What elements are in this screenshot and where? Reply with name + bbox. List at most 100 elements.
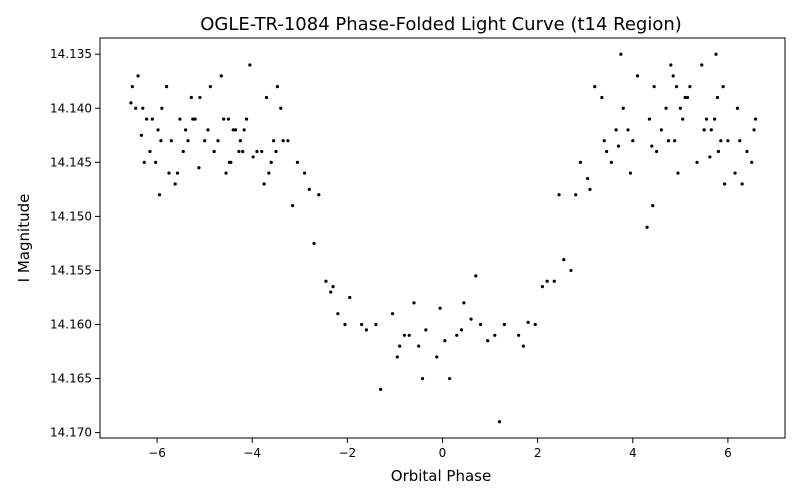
data-point xyxy=(681,117,685,121)
data-point xyxy=(462,301,466,305)
x-tick-label: 2 xyxy=(534,446,542,460)
data-point xyxy=(286,139,290,143)
data-point xyxy=(645,225,649,229)
data-point xyxy=(716,149,721,154)
data-point xyxy=(721,85,725,89)
data-point xyxy=(502,322,506,327)
data-point xyxy=(224,171,228,175)
data-point xyxy=(654,149,659,154)
data-point xyxy=(212,149,216,154)
data-point xyxy=(455,333,459,337)
data-point xyxy=(562,258,566,262)
y-tick-label: 14.165 xyxy=(50,372,92,386)
x-tick-label: 4 xyxy=(629,446,637,460)
data-point xyxy=(272,139,276,143)
data-point xyxy=(198,95,202,100)
data-point xyxy=(715,95,720,100)
data-point xyxy=(574,193,578,197)
data-point xyxy=(233,128,238,132)
data-point xyxy=(329,290,333,294)
data-point xyxy=(231,128,235,132)
data-point xyxy=(676,171,680,175)
data-points xyxy=(129,52,758,424)
data-point xyxy=(619,52,623,56)
data-point xyxy=(448,376,452,381)
data-point xyxy=(136,74,140,78)
data-point xyxy=(745,149,749,154)
data-point xyxy=(260,149,264,154)
data-point xyxy=(616,144,621,148)
data-point xyxy=(317,193,321,197)
data-point xyxy=(208,85,212,89)
data-point xyxy=(269,160,273,164)
y-tick-label: 14.150 xyxy=(50,209,92,223)
data-point xyxy=(379,387,383,391)
data-point xyxy=(738,139,742,143)
data-point xyxy=(364,328,368,332)
data-point xyxy=(206,128,210,132)
data-point xyxy=(674,85,679,89)
y-tick-label: 14.170 xyxy=(50,426,92,440)
data-point xyxy=(443,339,447,343)
data-point xyxy=(424,328,428,332)
data-point xyxy=(222,117,226,121)
data-point xyxy=(474,274,478,278)
data-point xyxy=(175,171,180,175)
data-point xyxy=(673,139,677,143)
data-point xyxy=(203,139,207,143)
data-point xyxy=(578,160,583,164)
data-point xyxy=(435,355,439,359)
data-point xyxy=(459,328,464,332)
data-point xyxy=(186,139,190,143)
y-tick-label: 14.160 xyxy=(50,317,92,331)
data-point xyxy=(307,187,311,191)
data-point xyxy=(600,95,604,100)
data-point xyxy=(417,344,421,348)
data-point xyxy=(683,95,687,100)
data-point xyxy=(685,95,690,100)
data-point xyxy=(241,149,245,154)
data-point xyxy=(156,128,160,132)
data-point xyxy=(412,301,416,305)
data-point xyxy=(216,139,220,143)
data-point xyxy=(407,333,411,337)
data-point xyxy=(343,322,347,327)
data-point xyxy=(438,306,442,310)
y-tick-label: 14.135 xyxy=(50,47,92,61)
y-tick-label: 14.145 xyxy=(50,155,92,169)
data-point xyxy=(540,285,544,289)
data-point xyxy=(279,106,283,110)
data-point xyxy=(695,160,699,164)
data-point xyxy=(533,322,537,327)
data-point xyxy=(267,171,271,175)
data-point xyxy=(291,203,295,208)
data-point xyxy=(193,117,197,121)
data-point xyxy=(614,128,618,132)
data-point xyxy=(420,376,425,381)
data-point xyxy=(281,139,285,143)
data-point xyxy=(159,139,163,143)
data-point xyxy=(219,74,223,78)
data-point xyxy=(712,117,717,121)
data-point xyxy=(652,85,656,89)
data-point xyxy=(167,171,171,175)
data-point xyxy=(251,155,255,159)
data-point xyxy=(189,95,193,100)
data-point xyxy=(585,176,590,181)
data-point xyxy=(157,193,162,197)
data-point xyxy=(569,268,573,273)
data-point xyxy=(145,117,149,121)
data-point xyxy=(238,139,242,143)
data-point xyxy=(605,149,609,154)
y-tick-label: 14.140 xyxy=(50,101,92,115)
data-point xyxy=(517,333,521,337)
data-point xyxy=(708,155,712,159)
data-point xyxy=(390,312,395,316)
x-tick-label: 0 xyxy=(439,446,447,460)
data-point xyxy=(628,171,632,175)
x-tick-label: −6 xyxy=(148,446,166,460)
data-point xyxy=(264,95,269,100)
x-tick-label: −4 xyxy=(243,446,261,460)
data-point xyxy=(593,85,597,89)
